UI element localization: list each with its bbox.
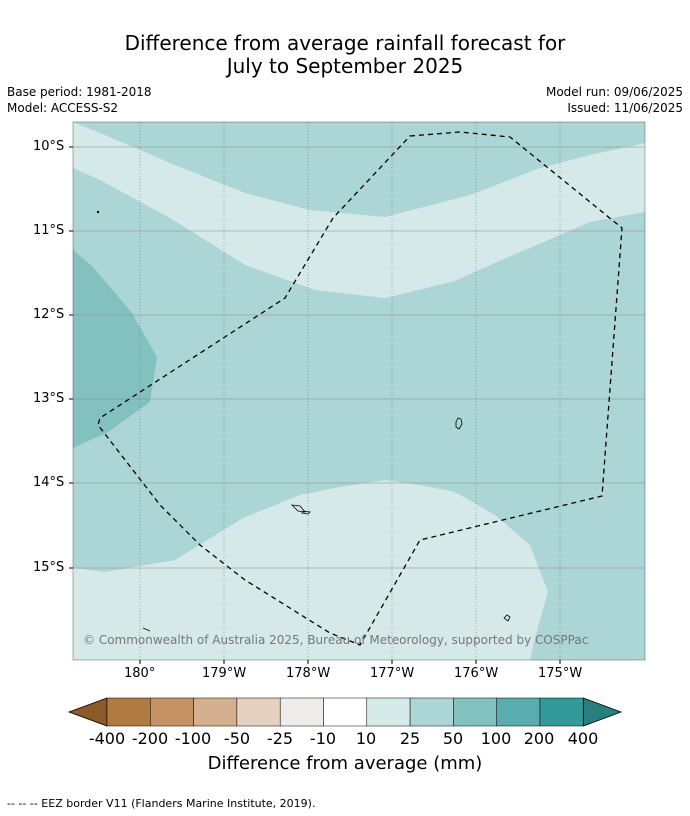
title-line-2: July to September 2025 xyxy=(226,54,464,78)
colorbar-segment xyxy=(366,697,411,727)
island-savaii-small xyxy=(301,510,311,515)
latitude-lines xyxy=(73,146,645,569)
lat-label-10s: 10°S xyxy=(33,139,65,154)
colorbar-segment xyxy=(279,697,324,727)
island-tiny xyxy=(96,210,100,214)
lat-label-13s: 13°S xyxy=(33,391,65,406)
lon-label-177w: 177°W xyxy=(370,666,415,681)
colorbar-extend-low xyxy=(67,697,108,727)
colorbar-label: 200 xyxy=(523,729,555,748)
islands xyxy=(96,210,511,632)
colorbar-segment xyxy=(539,697,584,727)
model-text: Model: ACCESS-S2 xyxy=(7,101,119,115)
model-run-text: Model run: 09/06/2025 xyxy=(545,85,683,99)
lon-label-176w: 176°W xyxy=(454,666,499,681)
base-period-text: Base period: 1981-2018 xyxy=(7,85,152,99)
colorbar-segment xyxy=(106,697,151,727)
colorbar-segment xyxy=(453,697,497,727)
lon-label-175w: 175°W xyxy=(538,666,583,681)
colorbar-segment xyxy=(193,697,238,727)
eez-footnote: -- -- -- EEZ border V11 (Flanders Marine… xyxy=(7,797,316,810)
colorbar-title: Difference from average (mm) xyxy=(207,753,483,774)
copyright-text: © Commonwealth of Australia 2025, Bureau… xyxy=(83,633,589,647)
island-west xyxy=(142,627,151,632)
colorbar-label: 50 xyxy=(442,729,464,748)
island-tokelau xyxy=(455,417,463,430)
axis-ticks xyxy=(69,146,561,664)
colorbar-segment xyxy=(323,697,368,727)
colorbar-extend-high xyxy=(582,697,623,727)
colorbar-segment xyxy=(150,697,194,727)
lat-label-12s: 12°S xyxy=(33,307,65,322)
colorbar-label: 100 xyxy=(480,729,512,748)
colorbar-label: -400 xyxy=(88,729,126,748)
colorbar-label: -100 xyxy=(174,729,212,748)
colorbar-label: -200 xyxy=(131,729,169,748)
lon-label-178w: 178°W xyxy=(286,666,331,681)
colorbar-label: 10 xyxy=(355,729,377,748)
map-frame xyxy=(72,121,646,661)
issued-text: Issued: 11/06/2025 xyxy=(567,101,683,115)
island-upolu xyxy=(290,504,306,513)
light-region-south xyxy=(73,480,548,660)
title-line-1: Difference from average rainfall forecas… xyxy=(124,31,566,55)
darker-region-west xyxy=(73,250,157,448)
lon-label-180: 180° xyxy=(124,666,156,681)
lat-label-14s: 14°S xyxy=(33,475,65,490)
island-east xyxy=(503,614,511,622)
colorbar-segment xyxy=(496,697,541,727)
colorbar-segment xyxy=(409,697,454,727)
light-region-north xyxy=(73,122,645,298)
colorbar xyxy=(67,697,623,727)
eez-border xyxy=(97,131,623,646)
colorbar-label: -10 xyxy=(309,729,337,748)
lon-label-179w: 179°W xyxy=(202,666,247,681)
colorbar-label: -50 xyxy=(223,729,251,748)
colorbar-label: 400 xyxy=(567,729,599,748)
colorbar-label: 25 xyxy=(399,729,421,748)
lat-label-11s: 11°S xyxy=(33,223,65,238)
colorbar-segment xyxy=(236,697,281,727)
lat-label-15s: 15°S xyxy=(33,560,65,575)
colorbar-label: -25 xyxy=(266,729,294,748)
